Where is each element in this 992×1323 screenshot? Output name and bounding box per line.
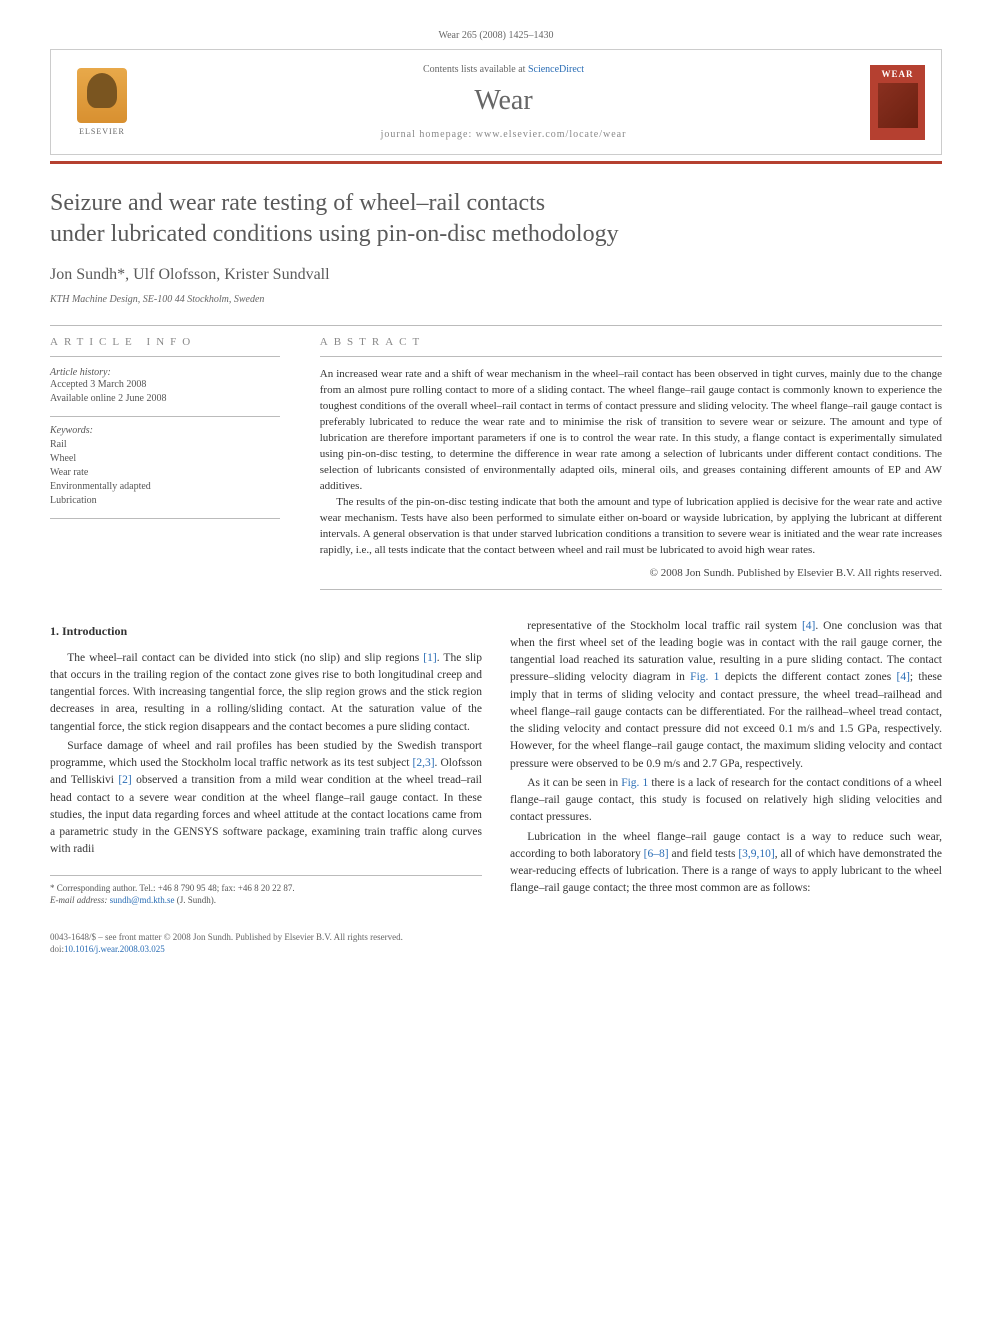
body-para: Surface damage of wheel and rail profile… [50, 738, 482, 859]
ref-link[interactable]: [3,9,10] [738, 848, 774, 860]
cover-image-icon [878, 83, 918, 128]
header-center: Contents lists available at ScienceDirec… [137, 64, 870, 140]
affiliation: KTH Machine Design, SE-100 44 Stockholm,… [50, 294, 942, 305]
cover-thumbnail: WEAR [870, 65, 925, 140]
online-date: Available online 2 June 2008 [50, 392, 280, 406]
keyword-item: Wheel [50, 452, 280, 466]
body-text: representative of the Stockholm local tr… [527, 620, 802, 632]
body-para: As it can be seen in Fig. 1 there is a l… [510, 775, 942, 827]
article-info-column: article info Article history: Accepted 3… [50, 326, 300, 589]
ref-link[interactable]: [4] [896, 671, 909, 683]
doi-line: doi:10.1016/j.wear.2008.03.025 [50, 943, 942, 956]
elsevier-tree-icon [77, 68, 127, 123]
section-heading-intro: 1. Introduction [50, 622, 482, 640]
contents-prefix: Contents lists available at [423, 64, 528, 75]
keyword-item: Rail [50, 438, 280, 452]
contents-line: Contents lists available at ScienceDirec… [157, 64, 850, 75]
ref-link[interactable]: [2,3] [413, 757, 435, 769]
email-label: E-mail address: [50, 895, 107, 905]
ref-link[interactable]: [6–8] [644, 848, 669, 860]
accent-rule [50, 161, 942, 164]
journal-reference: Wear 265 (2008) 1425–1430 [50, 30, 942, 41]
abstract-para-1: An increased wear rate and a shift of we… [320, 367, 942, 495]
accepted-date: Accepted 3 March 2008 [50, 378, 280, 392]
abstract-text: An increased wear rate and a shift of we… [320, 367, 942, 558]
abstract-label: abstract [320, 326, 942, 357]
title-line-2: under lubricated conditions using pin-on… [50, 221, 619, 247]
elsevier-label: ELSEVIER [79, 127, 125, 136]
author-list: Jon Sundh*, Ulf Olofsson, Krister Sundva… [50, 266, 942, 284]
keywords-label: Keywords: [50, 425, 280, 436]
article-title: Seizure and wear rate testing of wheel–r… [50, 188, 942, 250]
abstract-column: abstract An increased wear rate and a sh… [300, 326, 942, 589]
issn-line: 0043-1648/$ – see front matter © 2008 Jo… [50, 931, 942, 944]
article-info-label: article info [50, 326, 280, 357]
body-text: observed a transition from a mild wear c… [50, 774, 482, 855]
body-text: and field tests [669, 848, 739, 860]
body-two-column: 1. Introduction The wheel–rail contact c… [50, 618, 942, 907]
body-text: depicts the different contact zones [719, 671, 896, 683]
homepage-line: journal homepage: www.elsevier.com/locat… [157, 129, 850, 140]
journal-header-box: ELSEVIER Contents lists available at Sci… [50, 49, 942, 155]
email-suffix: (J. Sundh). [177, 895, 216, 905]
email-line: E-mail address: sundh@md.kth.se (J. Sund… [50, 894, 482, 907]
body-text: As it can be seen in [527, 777, 621, 789]
doi-link[interactable]: 10.1016/j.wear.2008.03.025 [64, 944, 165, 954]
body-para: Lubrication in the wheel flange–rail gau… [510, 829, 942, 898]
history-label: Article history: [50, 367, 280, 378]
email-link[interactable]: sundh@md.kth.se [110, 895, 175, 905]
abstract-copyright: © 2008 Jon Sundh. Published by Elsevier … [320, 567, 942, 590]
footnotes: * Corresponding author. Tel.: +46 8 790 … [50, 875, 482, 907]
keyword-item: Lubrication [50, 494, 280, 508]
doi-label: doi: [50, 944, 64, 954]
body-para: The wheel–rail contact can be divided in… [50, 650, 482, 736]
ref-link[interactable]: [1] [423, 652, 436, 664]
homepage-url: www.elsevier.com/locate/wear [476, 129, 627, 140]
corresponding-author-note: * Corresponding author. Tel.: +46 8 790 … [50, 882, 482, 895]
keywords-block: Keywords: Rail Wheel Wear rate Environme… [50, 416, 280, 519]
cover-title: WEAR [881, 69, 913, 79]
elsevier-logo: ELSEVIER [67, 62, 137, 142]
ref-link[interactable]: [4] [802, 620, 815, 632]
abstract-para-2: The results of the pin-on-disc testing i… [320, 495, 942, 559]
keyword-item: Wear rate [50, 466, 280, 480]
keywords-end-rule [50, 518, 280, 519]
body-text: The wheel–rail contact can be divided in… [67, 652, 423, 664]
figure-link[interactable]: Fig. 1 [621, 777, 648, 789]
homepage-prefix: journal homepage: [381, 129, 476, 140]
ref-link[interactable]: [2] [118, 774, 131, 786]
page-footer: 0043-1648/$ – see front matter © 2008 Jo… [50, 931, 942, 956]
body-para: representative of the Stockholm local tr… [510, 618, 942, 773]
body-text: ; these imply that in terms of sliding v… [510, 671, 942, 769]
info-abstract-grid: article info Article history: Accepted 3… [50, 325, 942, 589]
keyword-item: Environmentally adapted [50, 480, 280, 494]
sciencedirect-link[interactable]: ScienceDirect [528, 64, 584, 75]
title-line-1: Seizure and wear rate testing of wheel–r… [50, 190, 545, 216]
journal-name: Wear [157, 85, 850, 117]
figure-link[interactable]: Fig. 1 [690, 671, 719, 683]
